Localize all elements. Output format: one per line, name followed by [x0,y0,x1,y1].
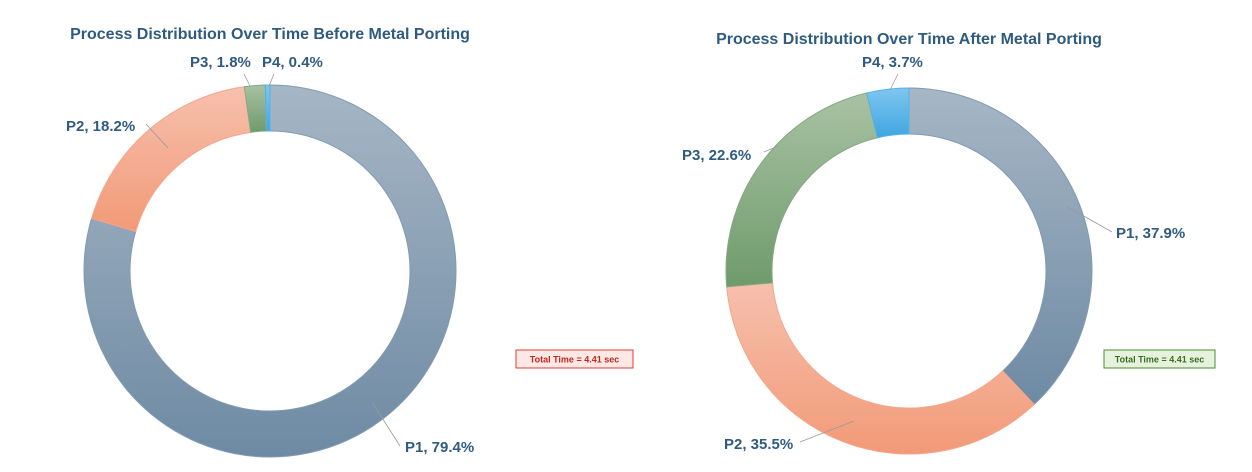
chart-title: Process Distribution Over Time After Met… [716,31,1102,48]
leader-line-p4 [268,73,275,87]
data-label-p2: P2, 35.5% [724,436,793,453]
leader-line-p1 [371,401,401,447]
donut-chart-before: Process Distribution Over Time Before Me… [66,26,634,458]
slice-p1 [83,84,457,458]
leader-line-p2 [145,123,169,149]
data-label-p4: P4, 3.7% [862,54,923,71]
donut-chart-after: Process Distribution Over Time After Met… [682,31,1216,455]
leader-line-p2 [799,420,855,443]
data-label-p4: P4, 0.4% [262,54,323,71]
slice-p1 [908,87,1093,406]
total-time-box-border [1103,349,1216,369]
leader-line-p3 [763,145,779,153]
slice-p4 [866,87,910,139]
total-time-text: Total Time = 4.41 sec [530,355,619,365]
slice-p2 [90,86,252,233]
data-label-p3: P3, 22.6% [682,147,751,164]
leader-line-p4 [889,73,899,91]
slice-p4 [264,84,271,132]
total-time-box-border [515,349,634,369]
leader-line-p3 [243,73,251,87]
data-label-p3: P3, 1.8% [190,54,251,71]
chart-title: Process Distribution Over Time Before Me… [70,26,470,43]
data-label-p1: P1, 79.4% [405,439,474,456]
total-time-box: Total Time = 4.41 sec [515,349,634,369]
total-time-text: Total Time = 4.41 sec [1115,355,1204,365]
leader-line-p1 [1065,205,1113,233]
data-label-p2: P2, 18.2% [66,118,135,135]
slice-p3 [725,92,878,288]
total-time-box: Total Time = 4.41 sec [1103,349,1216,369]
slice-p2 [726,282,1035,455]
data-label-p1: P1, 37.9% [1116,225,1185,242]
